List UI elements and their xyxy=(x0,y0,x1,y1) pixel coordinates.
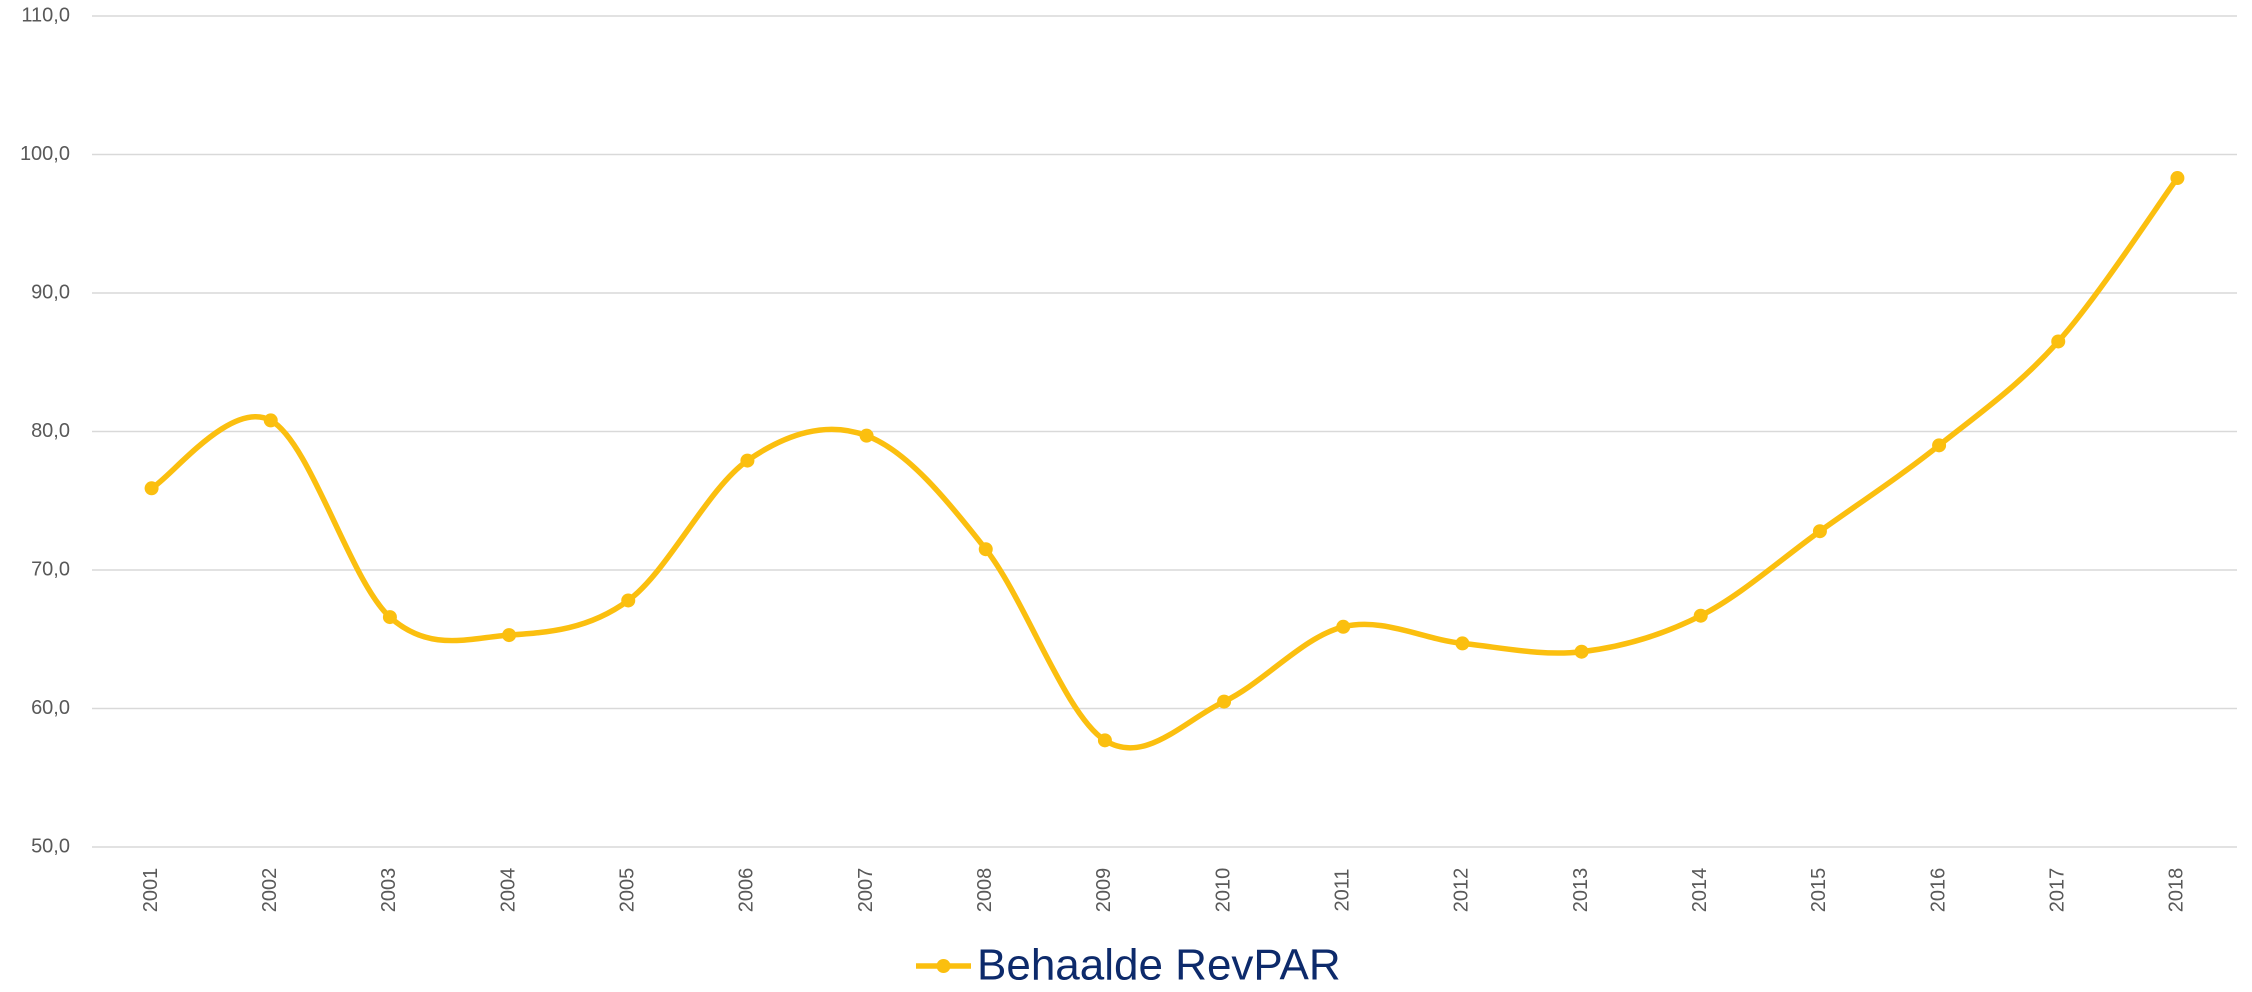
data-point xyxy=(740,453,755,468)
x-tick-label: 2017 xyxy=(2047,868,2069,913)
y-tick-label: 70,0 xyxy=(31,558,70,580)
y-tick-label: 100,0 xyxy=(20,143,70,165)
x-tick-label: 2007 xyxy=(855,868,877,913)
data-point xyxy=(263,413,278,428)
legend-marker xyxy=(936,959,951,973)
x-tick-label: 2011 xyxy=(1332,868,1354,911)
x-tick-label: 2005 xyxy=(617,868,639,913)
data-point xyxy=(859,428,874,443)
y-tick-label: 50,0 xyxy=(31,835,70,857)
x-tick-label: 2002 xyxy=(259,868,281,913)
x-tick-label: 2006 xyxy=(736,868,758,913)
data-point xyxy=(1812,524,1827,539)
y-tick-label: 80,0 xyxy=(31,420,70,442)
data-point xyxy=(1574,644,1589,659)
data-point xyxy=(1336,619,1351,634)
data-point xyxy=(1097,733,1112,748)
data-point xyxy=(382,610,397,625)
x-tick-label: 2018 xyxy=(2166,868,2188,913)
x-tick-label: 2010 xyxy=(1212,868,1234,913)
data-point xyxy=(1455,636,1470,651)
x-tick-label: 2004 xyxy=(497,868,519,913)
series-line xyxy=(150,176,2180,751)
x-tick-label: 2009 xyxy=(1093,868,1115,913)
x-tick-label: 2012 xyxy=(1451,868,1473,913)
x-tick-label: 2016 xyxy=(1927,868,1949,913)
data-point xyxy=(502,628,517,643)
legend-label: Behaalde RevPAR xyxy=(977,941,1341,990)
data-point xyxy=(2170,171,2185,186)
data-point xyxy=(1932,438,1947,453)
x-tick-label: 2014 xyxy=(1689,868,1711,913)
x-tick-label: 2003 xyxy=(378,868,400,913)
data-point xyxy=(1693,608,1708,623)
data-point xyxy=(1217,694,1232,709)
y-tick-label: 110,0 xyxy=(21,4,70,26)
data-point xyxy=(621,593,636,608)
y-tick-label: 90,0 xyxy=(31,281,70,303)
x-tick-label: 2015 xyxy=(1808,868,1830,913)
x-tick-label: 2001 xyxy=(140,868,162,913)
data-point xyxy=(978,542,993,557)
x-tick-label: 2008 xyxy=(974,868,996,913)
data-point xyxy=(2051,334,2066,349)
data-point xyxy=(144,481,159,496)
x-tick-label: 2013 xyxy=(1570,868,1592,913)
y-tick-label: 60,0 xyxy=(31,697,70,719)
